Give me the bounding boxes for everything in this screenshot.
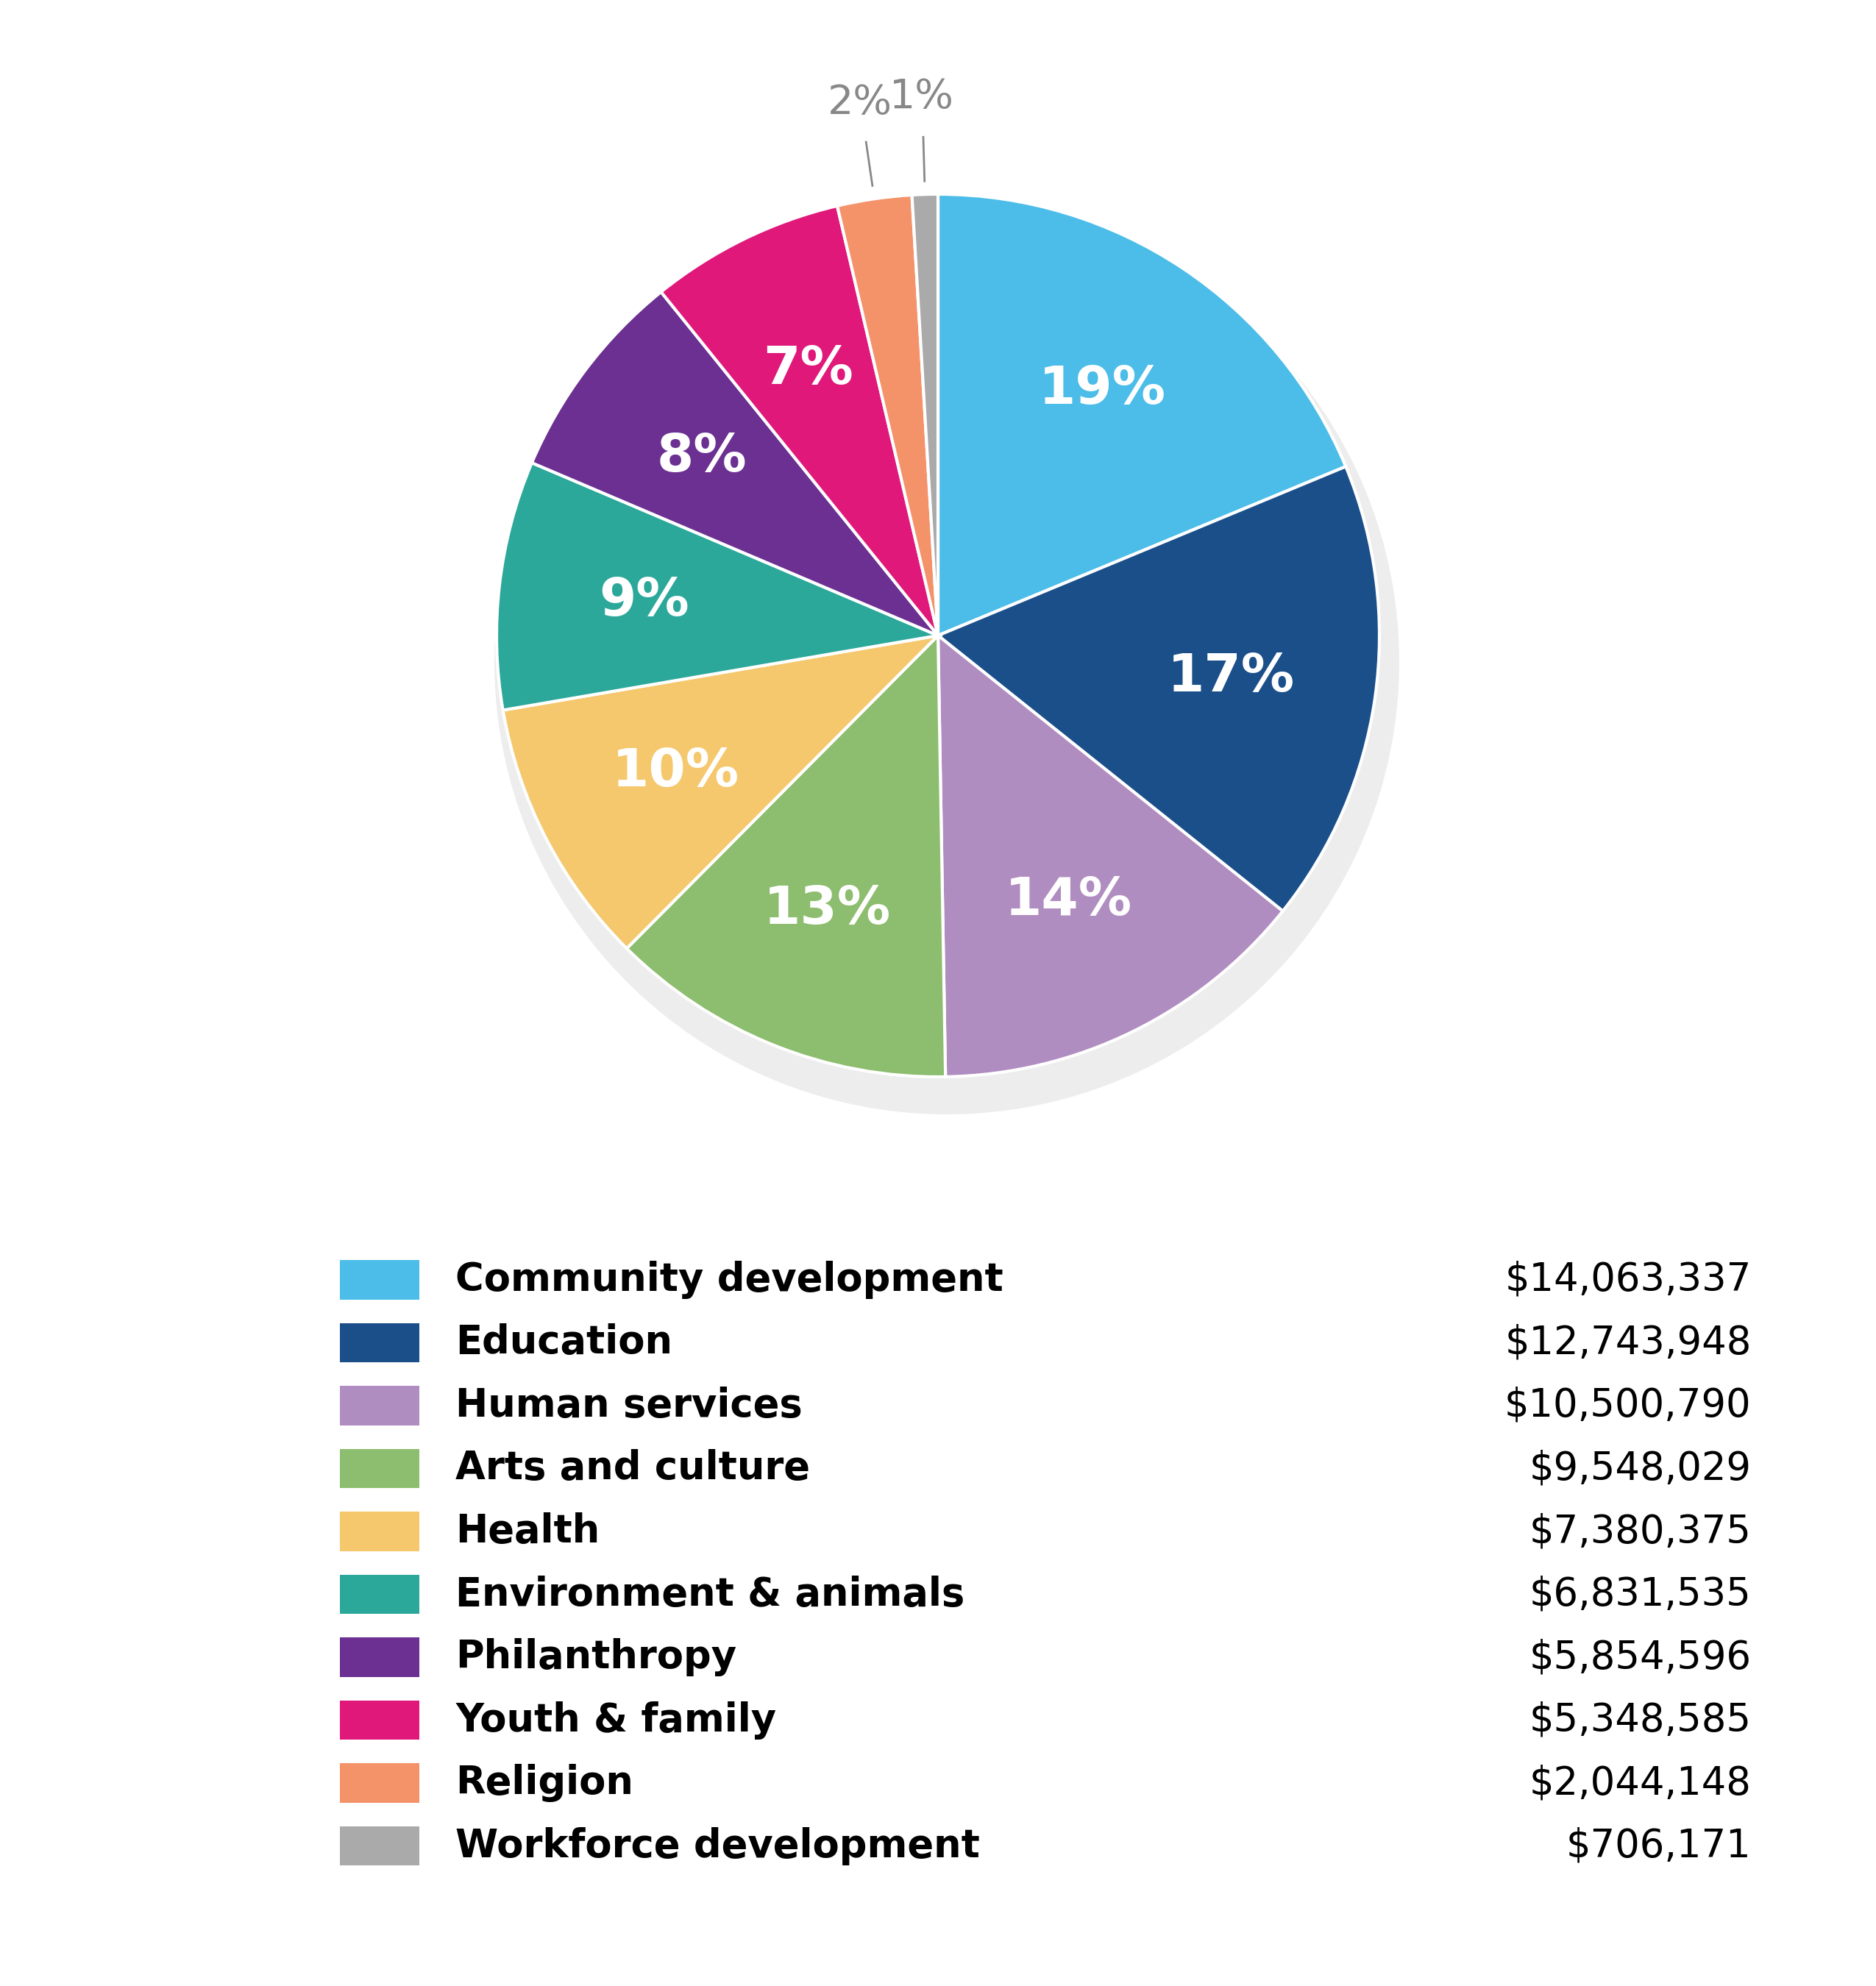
Bar (340, 1450, 418, 1488)
Text: $10,500,790: $10,500,790 (1505, 1386, 1752, 1424)
Wedge shape (938, 636, 1283, 1076)
Text: $6,831,535: $6,831,535 (1529, 1575, 1752, 1613)
Bar (340, 1700, 418, 1740)
Bar (340, 1764, 418, 1803)
Text: 10%: 10% (612, 747, 739, 796)
Text: $2,044,148: $2,044,148 (1529, 1764, 1752, 1801)
Text: Community development: Community development (456, 1261, 1004, 1299)
Bar (340, 1575, 418, 1615)
Bar (340, 1638, 418, 1676)
Text: Arts and culture: Arts and culture (456, 1450, 810, 1488)
Text: 1%: 1% (889, 77, 955, 117)
Text: $706,171: $706,171 (1566, 1827, 1752, 1865)
Text: Philanthropy: Philanthropy (456, 1638, 737, 1676)
Ellipse shape (495, 211, 1399, 1114)
Text: 8%: 8% (657, 431, 747, 483)
Text: Youth & family: Youth & family (456, 1702, 777, 1740)
Text: Health: Health (456, 1511, 600, 1551)
Text: $14,063,337: $14,063,337 (1505, 1261, 1752, 1299)
Text: 13%: 13% (764, 884, 891, 935)
Text: $5,854,596: $5,854,596 (1529, 1638, 1752, 1676)
Text: Education: Education (456, 1323, 672, 1362)
Bar (340, 1261, 418, 1299)
Text: 17%: 17% (1167, 651, 1294, 703)
Text: 14%: 14% (1006, 876, 1131, 925)
Bar (340, 1827, 418, 1865)
Bar (340, 1511, 418, 1551)
Text: Religion: Religion (456, 1764, 634, 1801)
Wedge shape (531, 292, 938, 636)
Text: $7,380,375: $7,380,375 (1529, 1511, 1752, 1551)
Text: Workforce development: Workforce development (456, 1827, 979, 1865)
Text: 7%: 7% (764, 344, 854, 395)
Text: 19%: 19% (1039, 363, 1165, 415)
Text: $5,348,585: $5,348,585 (1529, 1702, 1752, 1740)
Wedge shape (837, 195, 938, 636)
Wedge shape (912, 195, 938, 636)
Text: 2%: 2% (827, 83, 893, 123)
Text: $12,743,948: $12,743,948 (1505, 1323, 1752, 1362)
Bar (340, 1323, 418, 1362)
Wedge shape (497, 463, 938, 711)
Wedge shape (627, 636, 946, 1076)
Text: Human services: Human services (456, 1386, 803, 1424)
Wedge shape (503, 636, 938, 949)
Wedge shape (938, 195, 1345, 636)
Wedge shape (938, 467, 1379, 912)
Text: Environment & animals: Environment & animals (456, 1575, 964, 1613)
Bar (340, 1386, 418, 1426)
Text: 9%: 9% (598, 576, 688, 628)
Wedge shape (660, 207, 938, 636)
Text: $9,548,029: $9,548,029 (1529, 1450, 1752, 1488)
